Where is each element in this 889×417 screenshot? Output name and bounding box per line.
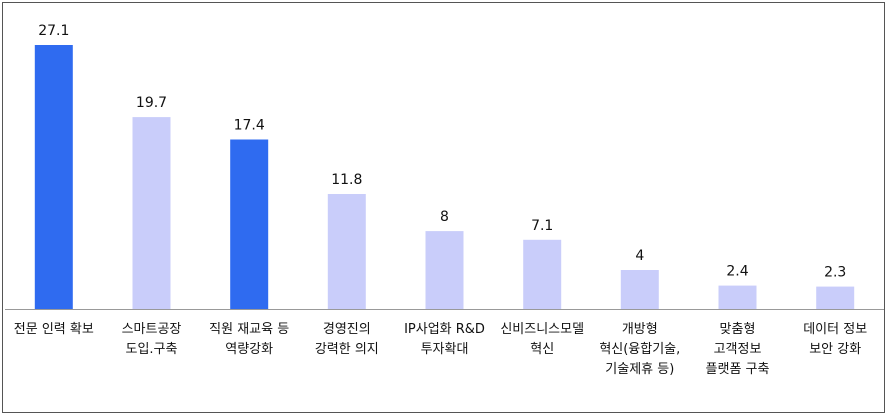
- category-label-line: 데이터 정보: [803, 322, 867, 337]
- value-label-8: 2.4: [726, 264, 748, 280]
- category-label-line: 경영진의: [323, 322, 371, 337]
- category-label-line: 도입.구축: [126, 342, 178, 357]
- bar-1: [34, 45, 73, 309]
- category-label-line: 전문 인력 확보: [14, 322, 94, 337]
- value-label-4: 11.8: [331, 172, 362, 188]
- category-label-line: 투자확대: [421, 342, 469, 357]
- bar-2: [132, 117, 171, 309]
- bar-8: [718, 285, 757, 309]
- category-label-line: 개방형: [622, 322, 658, 337]
- category-label-1: 전문 인력 확보: [14, 322, 94, 337]
- category-label-line: 보안 강화: [809, 342, 861, 357]
- value-label-5: 8: [440, 209, 449, 225]
- category-label-5: IP사업화 R&D 투자확대: [404, 322, 485, 357]
- bar-4: [327, 194, 366, 309]
- bar-5: [425, 231, 464, 309]
- category-label-line: 직원 재교육 등: [209, 322, 289, 337]
- category-label-line: 플랫폼 구축: [706, 362, 770, 377]
- bar-6: [523, 239, 562, 309]
- value-label-3: 17.4: [234, 118, 265, 134]
- category-label-line: 맞춤형: [720, 322, 756, 337]
- value-label-6: 7.1: [531, 218, 553, 234]
- value-label-2: 19.7: [136, 95, 167, 111]
- category-label-line: IP사업화 R&D: [404, 322, 485, 337]
- bar-9: [816, 286, 855, 309]
- bar-3: [230, 139, 269, 309]
- category-label-line: 혁신(융합기술,: [599, 342, 680, 357]
- category-label-line: 강력한 의지: [315, 342, 379, 357]
- value-label-9: 2.3: [824, 265, 846, 281]
- category-label-line: 기술제휴 등): [605, 362, 674, 377]
- category-label-line: 역량강화: [225, 342, 273, 357]
- value-label-7: 4: [635, 248, 644, 264]
- value-label-1: 27.1: [38, 23, 69, 39]
- category-label-line: 신비즈니스모델: [500, 322, 584, 337]
- category-label-line: 혁신: [530, 342, 554, 357]
- category-label-line: 스마트공장: [122, 322, 182, 337]
- bar-7: [620, 270, 659, 309]
- category-label-line: 고객정보: [714, 342, 762, 357]
